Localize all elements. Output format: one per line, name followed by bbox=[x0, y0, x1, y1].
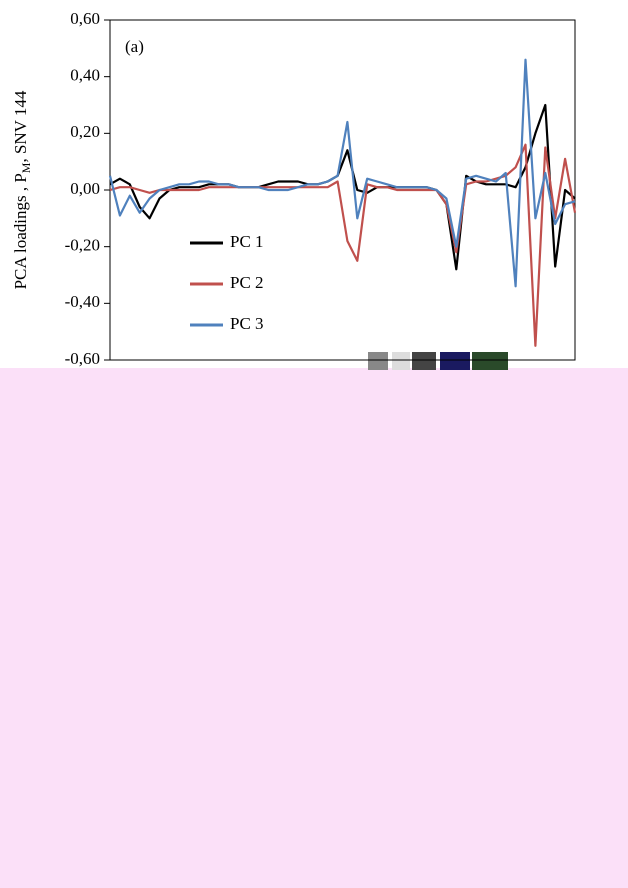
corrupted-region bbox=[0, 368, 628, 888]
y-tick-label: 0,60 bbox=[70, 9, 100, 28]
series-line bbox=[109, 143, 577, 347]
y-tick-label: 0,20 bbox=[70, 122, 100, 141]
y-label-subscript: M bbox=[19, 162, 33, 173]
corrupted-block bbox=[368, 352, 508, 370]
y-tick-label: 0,00 bbox=[70, 179, 100, 198]
legend-label: PC 2 bbox=[230, 273, 264, 292]
series-line bbox=[108, 58, 576, 288]
y-axis-label: PCA loadings , PM, SNV 144 bbox=[11, 90, 33, 289]
y-label-part: , SNV 144 bbox=[11, 90, 30, 162]
series-line bbox=[109, 103, 576, 271]
legend-label: PC 3 bbox=[230, 314, 264, 333]
y-tick-label: -0,20 bbox=[65, 236, 100, 255]
y-tick-label: -0,40 bbox=[65, 292, 100, 311]
legend-label: PC 1 bbox=[230, 232, 264, 251]
annotation: (a) bbox=[125, 37, 144, 56]
y-tick-label: 0,40 bbox=[70, 66, 100, 85]
y-tick-label: -0,60 bbox=[65, 349, 100, 368]
y-label-part: PCA loadings , P bbox=[11, 173, 30, 289]
